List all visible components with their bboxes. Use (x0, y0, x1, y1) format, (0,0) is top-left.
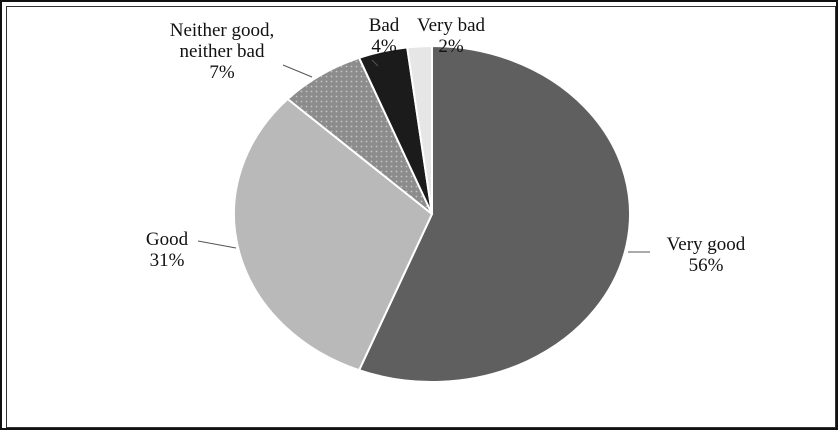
leader-line-neither-good-neither-bad (282, 64, 313, 78)
data-label-line: Neither good, (170, 20, 274, 41)
data-label-line: Very good (667, 234, 746, 255)
pie-slice-very-bad (406, 44, 433, 215)
pie-slice-very-good (357, 44, 631, 383)
data-label-neither-good-neither-bad: Neither good, neither bad 7% (170, 20, 274, 83)
data-label-line: 4% (371, 36, 397, 57)
leader-lines-layer (197, 59, 650, 253)
data-label-line: 56% (689, 255, 724, 276)
data-label-line: Very bad (417, 15, 486, 36)
leader-line-bad (371, 59, 379, 67)
data-label-very-bad: Very bad 2% (417, 15, 486, 57)
pie-slice-good (233, 97, 434, 372)
data-label-line: Bad (369, 15, 400, 36)
leader-line-good (197, 240, 237, 249)
data-label-good: Good 31% (146, 229, 189, 271)
data-label-bad: Bad 4% (369, 15, 400, 57)
data-label-line: 7% (209, 62, 235, 83)
labels-layer: Very good 56% Good 31% Neither good, neither … (146, 15, 746, 276)
data-label-line: Good (146, 229, 189, 250)
chart-inner-border (6, 6, 836, 428)
data-label-line: 2% (438, 36, 464, 57)
data-label-very-good: Very good 56% (667, 234, 746, 276)
data-label-line: neither bad (180, 41, 265, 62)
data-label-line: 31% (150, 250, 185, 271)
slices-layer (233, 44, 631, 383)
